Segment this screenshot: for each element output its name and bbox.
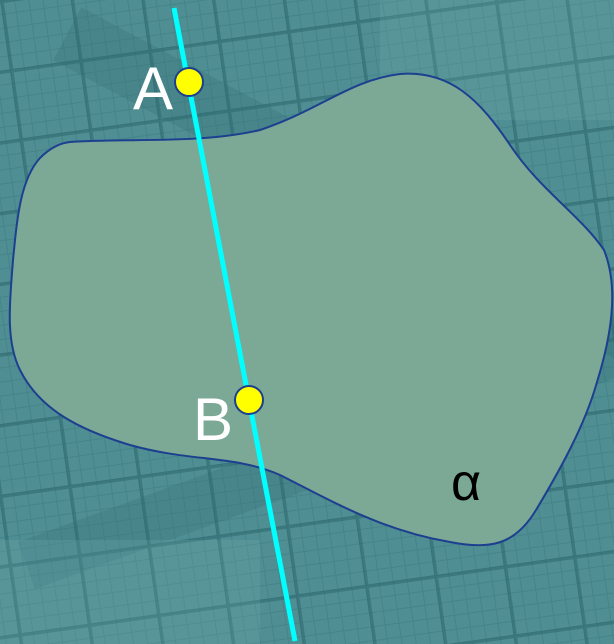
plane-alpha bbox=[8, 72, 614, 547]
point-a-label: A bbox=[133, 55, 173, 122]
point-b bbox=[234, 385, 264, 415]
point-b-label: B bbox=[193, 386, 233, 453]
plane-label: α bbox=[451, 454, 481, 512]
point-a bbox=[174, 67, 204, 97]
line-ab bbox=[171, 7, 298, 642]
